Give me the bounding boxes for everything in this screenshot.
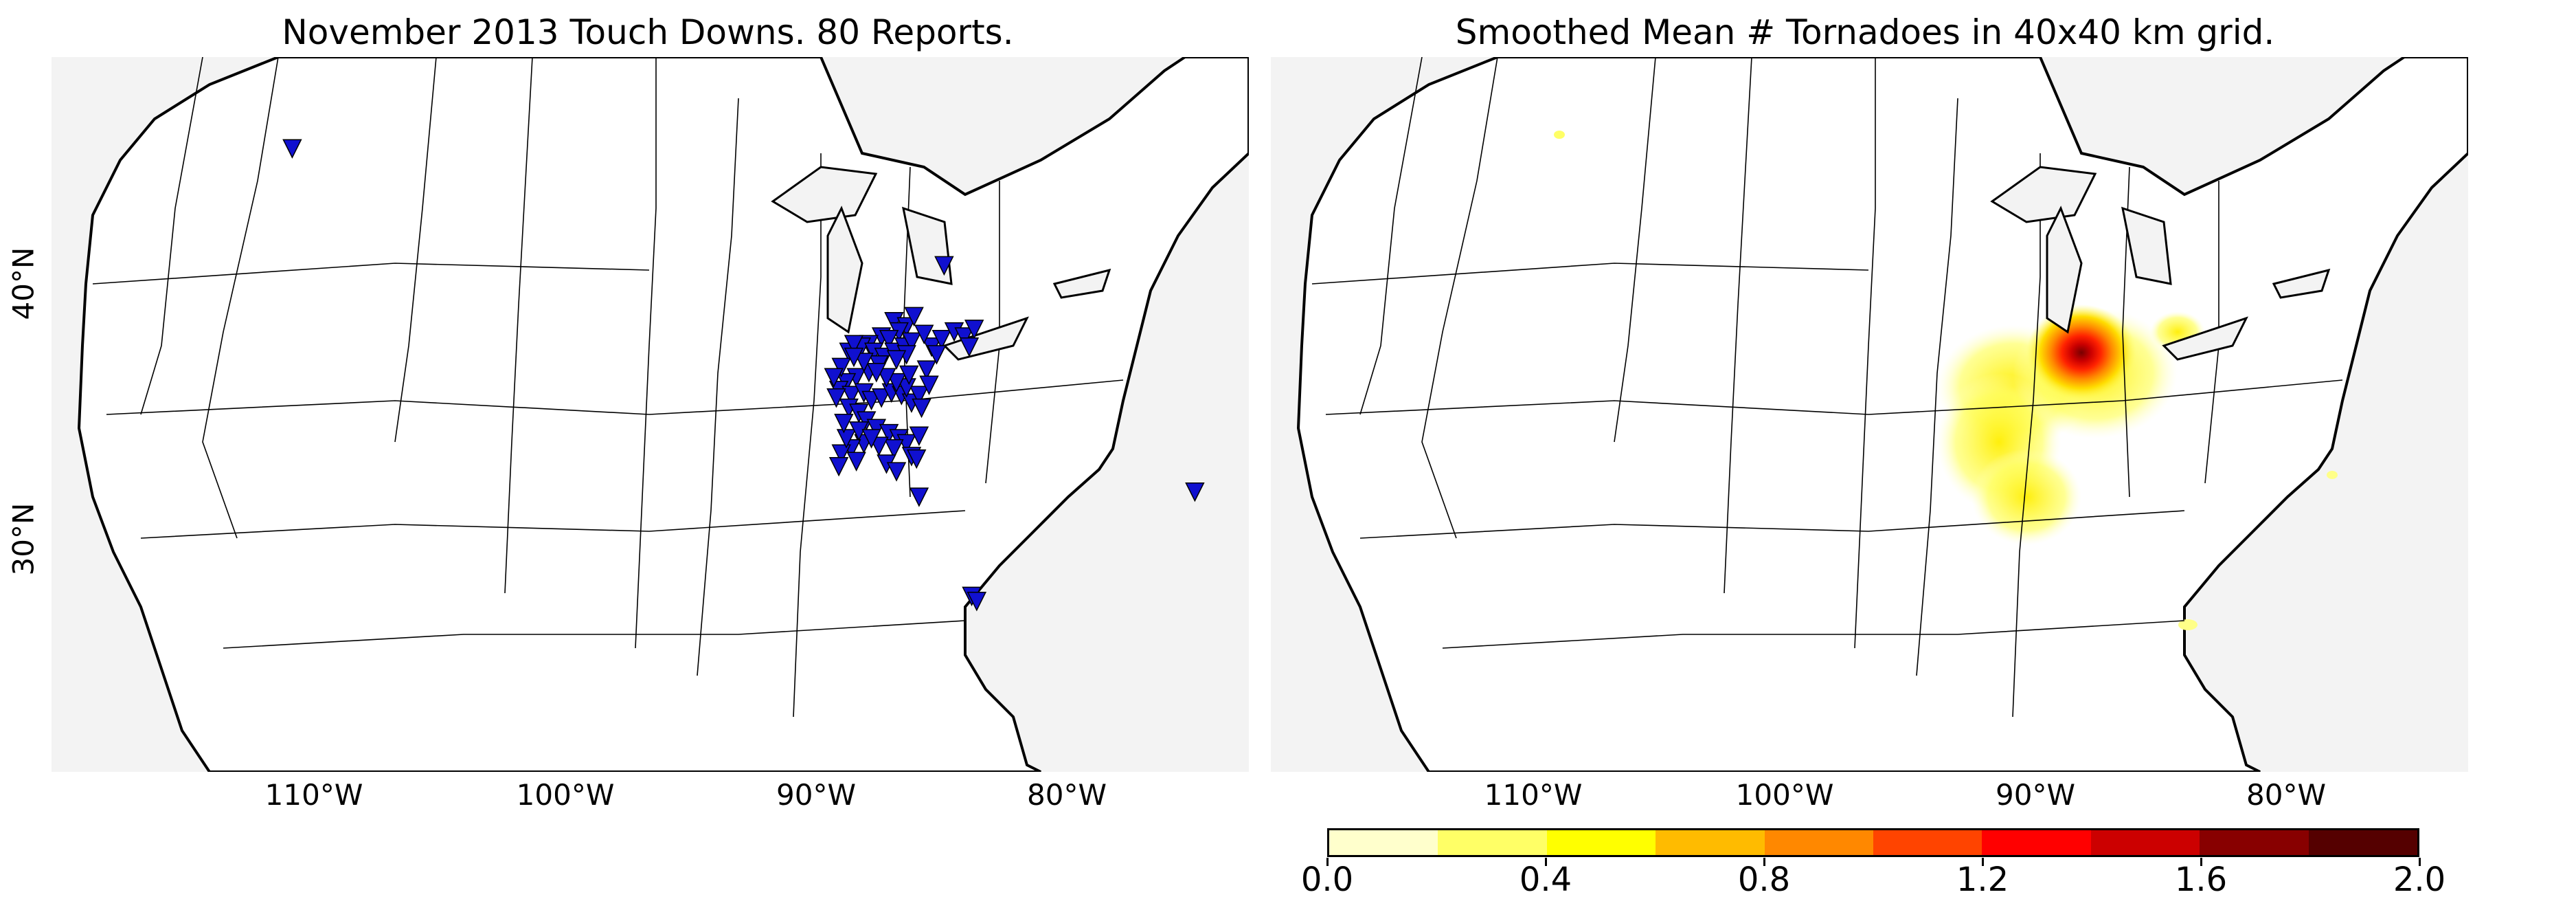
- colorbar-segment: [1764, 830, 1874, 855]
- colorbar-tick: [1326, 858, 1329, 866]
- lat-label-30n: 30°N: [6, 502, 41, 576]
- tornado-marker: [844, 335, 864, 355]
- tornado-marker: [1185, 482, 1205, 502]
- great-lakes: [1990, 166, 2331, 361]
- right-lon-80w: 80°W: [2246, 778, 2326, 812]
- tornado-marker: [954, 327, 974, 347]
- tornado-marker: [828, 456, 849, 477]
- tornado-marker: [884, 312, 904, 332]
- colorbar-segment: [1546, 830, 1656, 855]
- tornado-marker: [854, 353, 874, 373]
- colorbar-segment: [1982, 830, 2091, 855]
- colorbar-tick: [2200, 858, 2202, 866]
- tornado-marker: [826, 388, 846, 408]
- colorbar-segment: [1873, 830, 1982, 855]
- tornado-marker: [282, 139, 302, 159]
- left-lon-90w: 90°W: [776, 778, 856, 812]
- great-lakes: [771, 166, 1111, 361]
- tornado-marker: [834, 414, 854, 434]
- tornado-marker: [836, 429, 857, 449]
- tornado-marker: [879, 329, 899, 350]
- lat-label-40n: 40°N: [6, 247, 41, 320]
- tornado-marker: [886, 462, 907, 482]
- tornado-marker: [909, 426, 929, 446]
- land-mass: [1296, 57, 2468, 772]
- tornado-marker: [877, 368, 896, 388]
- left-lon-110w: 110°W: [264, 778, 363, 812]
- left-map-svg: [52, 57, 1249, 772]
- tornado-marker: [901, 332, 922, 353]
- tornado-marker: [912, 398, 931, 419]
- tornado-marker: [884, 439, 904, 459]
- right-panel-title: Smoothed Mean # Tornadoes in 40x40 km gr…: [1455, 12, 2275, 52]
- land-mass: [77, 57, 1249, 772]
- tornado-marker: [934, 256, 954, 276]
- colorbar-segment: [1438, 830, 1547, 855]
- density-field: [1554, 131, 2338, 630]
- right-map: [1271, 57, 2468, 772]
- colorbar-tick-label: 0.0: [1300, 861, 1354, 899]
- tornado-marker: [896, 434, 916, 454]
- tornado-marker: [831, 357, 851, 378]
- tornado-marker: [831, 444, 851, 464]
- tornado-marker: [964, 320, 984, 340]
- tornado-marker: [904, 307, 924, 327]
- tornado-marker: [916, 360, 937, 380]
- tornado-marker: [824, 368, 844, 388]
- tornado-marker: [914, 324, 934, 344]
- colorbar-tick-label: 1.6: [2174, 861, 2228, 899]
- tornado-marker: [841, 386, 861, 406]
- tornado-marker: [899, 365, 919, 386]
- colorbar-segment: [2090, 830, 2200, 855]
- colorbar-tick: [1544, 858, 1547, 866]
- colorbar-segment: [1329, 830, 1438, 855]
- tornado-marker: [866, 363, 887, 383]
- colorbar-tick-label: 0.8: [1737, 861, 1791, 899]
- colorbar-tick-label: 2.0: [2393, 861, 2446, 899]
- tornado-marker: [907, 449, 927, 469]
- right-lon-110w: 110°W: [1484, 778, 1583, 812]
- right-lon-100w: 100°W: [1735, 778, 1834, 812]
- left-lon-100w: 100°W: [516, 778, 615, 812]
- tornado-marker: [861, 429, 881, 449]
- tornado-marker: [919, 375, 939, 395]
- left-map: [52, 57, 1249, 772]
- tornado-marker: [886, 373, 907, 393]
- left-panel-title: November 2013 Touch Downs. 80 Reports.: [282, 12, 1014, 52]
- colorbar-tick-label: 0.4: [1519, 861, 1572, 899]
- tornado-marker: [967, 592, 987, 612]
- right-lon-90w: 90°W: [1996, 778, 2075, 812]
- tornado-marker: [927, 345, 947, 365]
- colorbar-tick-label: 1.2: [1956, 861, 2009, 899]
- right-map-svg: [1271, 57, 2468, 772]
- tornado-marker: [846, 452, 866, 471]
- tornado-marker: [844, 347, 864, 368]
- tornado-marker: [959, 337, 980, 357]
- colorbar-tick: [2418, 858, 2421, 866]
- tornado-marker: [866, 419, 887, 439]
- tornado-marker: [886, 350, 907, 370]
- colorbar-segment: [2308, 830, 2418, 855]
- colorbar-tick: [1981, 858, 1984, 866]
- colorbar-segment: [2200, 830, 2309, 855]
- tornado-marker: [871, 388, 892, 408]
- tornado-marker: [931, 329, 951, 350]
- left-lon-80w: 80°W: [1027, 778, 1107, 812]
- tornado-marker: [909, 386, 929, 406]
- colorbar: [1327, 828, 2419, 857]
- colorbar-segment: [1656, 830, 1765, 855]
- tornado-markers: [282, 139, 1205, 612]
- tornado-marker: [909, 487, 929, 507]
- colorbar-tick: [1763, 858, 1765, 866]
